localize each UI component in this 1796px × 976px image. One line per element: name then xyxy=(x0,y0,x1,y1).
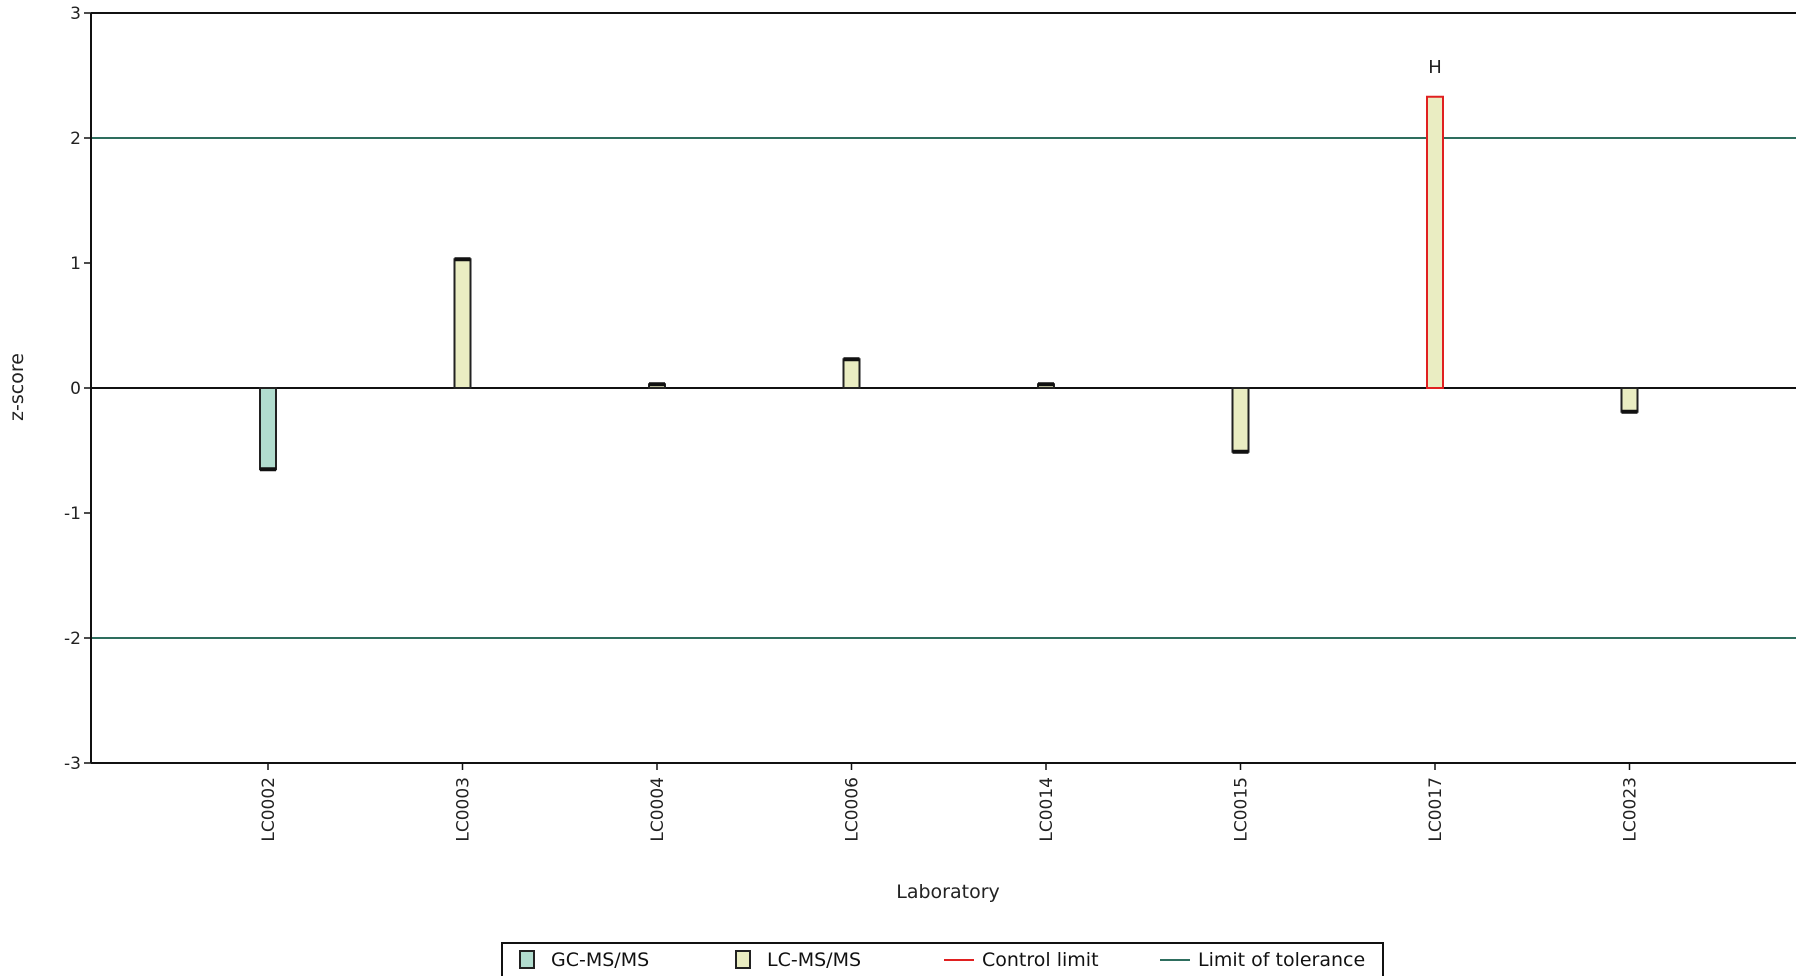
bar-LC0017 xyxy=(1426,95,1444,389)
x-axis-title: Laboratory xyxy=(896,881,1000,903)
y-tick-label: -2 xyxy=(64,629,81,649)
y-axis-title: z-score xyxy=(6,353,28,421)
legend-label-3: Limit of tolerance xyxy=(1198,949,1365,971)
y-tick-label: 0 xyxy=(70,379,81,399)
legend-box xyxy=(501,942,1384,976)
legend-label-2: Control limit xyxy=(982,949,1099,971)
y-tick-label: -3 xyxy=(64,754,81,774)
x-tick-label-LC0004: LC0004 xyxy=(648,777,668,842)
x-tick-label-LC0003: LC0003 xyxy=(454,777,474,842)
x-tick-label-LC0017: LC0017 xyxy=(1426,777,1446,842)
legend-swatch-1 xyxy=(735,950,751,969)
x-tick-label-LC0002: LC0002 xyxy=(259,777,279,842)
y-tick-label: 3 xyxy=(70,4,81,24)
y-tick-label: -1 xyxy=(64,504,81,524)
legend-label-1: LC-MS/MS xyxy=(767,949,861,971)
x-tick-label-LC0023: LC0023 xyxy=(1621,777,1641,842)
legend-label-0: GC-MS/MS xyxy=(551,949,649,971)
y-tick-label: 2 xyxy=(70,129,81,149)
bar-LC0006 xyxy=(842,358,861,389)
bar-LC0003 xyxy=(453,258,472,389)
flag-label-LC0017: H xyxy=(1428,57,1442,78)
bar-LC0002 xyxy=(259,387,277,471)
x-tick-label-LC0014: LC0014 xyxy=(1037,777,1057,842)
bar-LC0023 xyxy=(1620,387,1639,413)
x-tick-label-LC0006: LC0006 xyxy=(843,777,863,842)
bar-LC0015 xyxy=(1231,387,1250,453)
legend-swatch-0 xyxy=(519,950,535,969)
legend: GC-MS/MS LC-MS/MS Control limit Limit of to… xyxy=(501,942,1384,976)
y-tick-label: 1 xyxy=(70,254,81,274)
x-tick-label-LC0015: LC0015 xyxy=(1232,777,1252,842)
